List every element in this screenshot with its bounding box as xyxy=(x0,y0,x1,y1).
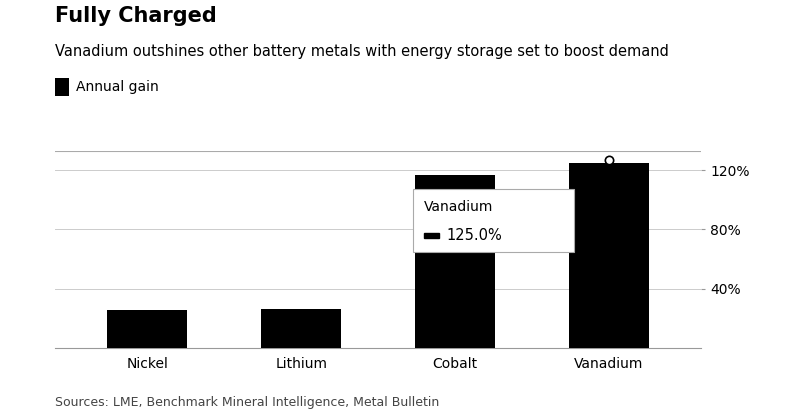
Bar xyxy=(569,163,649,348)
Bar xyxy=(107,310,188,348)
Text: Vanadium outshines other battery metals with energy storage set to boost demand: Vanadium outshines other battery metals … xyxy=(55,44,669,59)
Text: Vanadium: Vanadium xyxy=(424,200,493,214)
Bar xyxy=(424,233,439,238)
Bar xyxy=(415,175,495,348)
Text: Annual gain: Annual gain xyxy=(76,80,159,94)
FancyBboxPatch shape xyxy=(413,189,574,251)
Text: Sources: LME, Benchmark Mineral Intelligence, Metal Bulletin: Sources: LME, Benchmark Mineral Intellig… xyxy=(55,396,440,409)
Text: Fully Charged: Fully Charged xyxy=(55,6,217,26)
Bar xyxy=(262,309,341,348)
Text: 125.0%: 125.0% xyxy=(447,228,503,243)
